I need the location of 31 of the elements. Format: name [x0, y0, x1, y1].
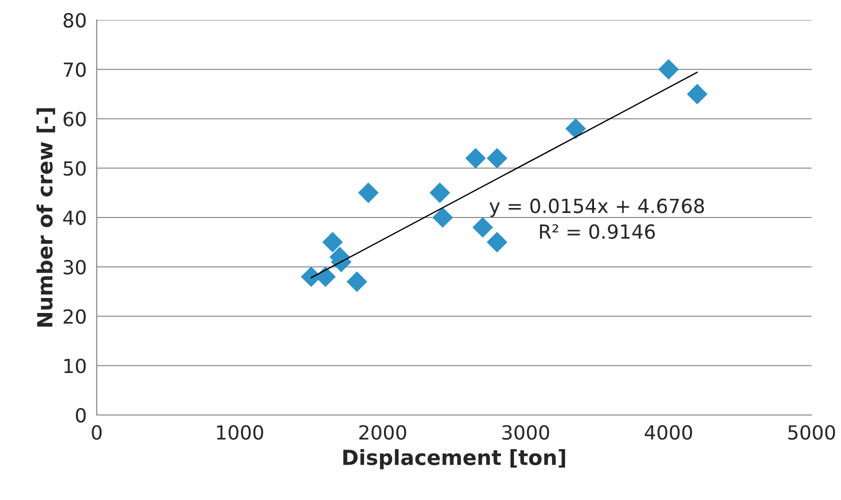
point — [430, 182, 450, 204]
y-tick-label: 60 — [64, 112, 86, 126]
x-axis-title: Displacement [ton] — [343, 449, 566, 470]
point — [486, 232, 508, 252]
point — [486, 148, 508, 169]
y-tick-label: 20 — [64, 309, 86, 324]
y-tick-label: 40 — [63, 210, 86, 226]
point — [472, 217, 494, 238]
x-tick-label: 1000 — [217, 425, 264, 440]
x-tick-label: 2000 — [359, 425, 406, 440]
x-tick-label: 3000 — [502, 425, 550, 440]
point — [358, 182, 379, 204]
y-tick-label: 50 — [64, 161, 86, 176]
annotation: y = 0.0154x + 4.6768 — [489, 198, 704, 218]
y-tick-label: 0 — [76, 408, 86, 423]
annotation: R² = 0.9146 — [540, 224, 655, 239]
point — [322, 232, 343, 252]
y-tick-label: 30 — [64, 260, 86, 275]
y-tick-label: 70 — [64, 62, 86, 78]
x-tick-label: 5000 — [788, 425, 836, 440]
y-tick-label: 10 — [64, 358, 86, 374]
point — [346, 271, 368, 292]
x-tick-label: 4000 — [644, 425, 692, 440]
y-tick-label: 80 — [64, 12, 86, 28]
point — [658, 59, 679, 80]
y-axis-title: Number of crew [-] — [36, 108, 56, 327]
point — [465, 148, 486, 169]
point — [432, 207, 454, 228]
point — [565, 118, 586, 139]
point — [686, 84, 708, 104]
x-tick-label: 0 — [92, 425, 102, 440]
